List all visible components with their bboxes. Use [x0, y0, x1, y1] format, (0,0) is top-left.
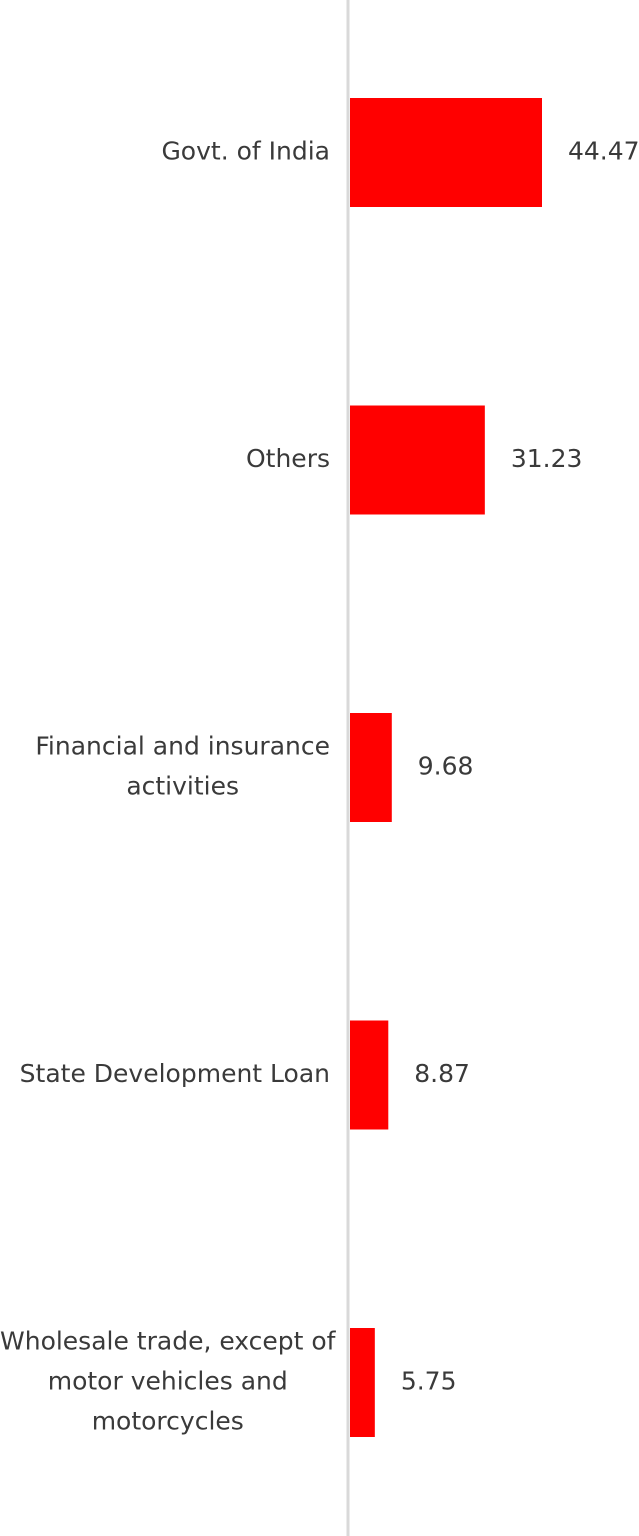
- bar-3: [350, 1020, 389, 1130]
- bar-0: [350, 98, 542, 207]
- bar-4: [350, 1328, 375, 1437]
- value-label-3: 8.87: [414, 1059, 470, 1088]
- category-labels-group: Govt. of India Others Financial and insura…: [0, 137, 337, 1436]
- category-label-line: motor vehicles and: [48, 1367, 288, 1396]
- category-label-1: Others: [246, 444, 330, 473]
- category-label-3: State Development Loan: [20, 1059, 330, 1088]
- category-label-line: motorcycles: [92, 1407, 244, 1436]
- category-label-2: Financial and insurance activities: [35, 732, 330, 801]
- category-label-line: Financial and insurance: [35, 732, 330, 761]
- value-label-1: 31.23: [511, 444, 583, 473]
- category-label-line: activities: [126, 772, 239, 801]
- value-label-2: 9.68: [418, 752, 474, 781]
- bar-1: [350, 405, 485, 515]
- category-label-line: State Development Loan: [20, 1059, 330, 1088]
- bar-2: [350, 713, 392, 822]
- category-label-4: Wholesale trade, except of motor vehicles…: [0, 1327, 337, 1436]
- value-label-4: 5.75: [401, 1367, 457, 1396]
- category-label-line: Govt. of India: [161, 137, 330, 166]
- category-label-0: Govt. of India: [161, 137, 330, 166]
- value-label-0: 44.47: [568, 137, 639, 166]
- category-label-line: Wholesale trade, except of: [0, 1327, 337, 1356]
- category-label-line: Others: [246, 444, 330, 473]
- bars-group: [350, 98, 542, 1437]
- value-labels-group: 44.47 31.23 9.68 8.87 5.75: [401, 137, 639, 1396]
